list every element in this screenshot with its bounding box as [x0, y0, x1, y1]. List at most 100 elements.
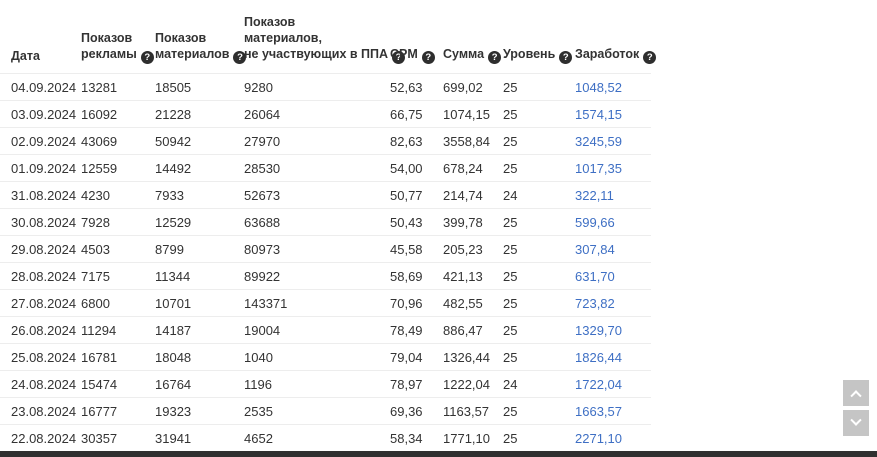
column-header-label: материалов — [155, 47, 230, 61]
cell-non-ppa-impressions: 63688 — [244, 208, 390, 236]
cell-date: 25.08.2024 — [0, 343, 81, 371]
earnings-link[interactable]: 3245,59 — [575, 133, 622, 149]
column-header-label: CPM — [390, 47, 418, 61]
cell-non-ppa-impressions: 27970 — [244, 127, 390, 155]
help-icon[interactable]: ? — [392, 51, 406, 64]
cell-level: 25 — [503, 127, 575, 155]
earnings-link[interactable]: 322,11 — [575, 187, 614, 203]
cell-cpm: 50,43 — [390, 208, 443, 236]
cell-ad-impressions: 12559 — [81, 154, 155, 182]
cell-ad-impressions: 16777 — [81, 397, 155, 425]
table-row: 22.08.2024 30357 31941 4652 58,34 1771,10 25 22… — [0, 424, 651, 452]
cell-non-ppa-impressions: 28530 — [244, 154, 390, 182]
earnings-link[interactable]: 307,84 — [575, 241, 615, 257]
help-icon[interactable]: ? — [140, 51, 154, 64]
cell-sum: 886,47 — [443, 316, 503, 344]
table-row: 01.09.2024 12559 14492 28530 54,00 678,24 25 10… — [0, 154, 651, 182]
column-header-label: Показов — [244, 15, 296, 29]
column-header-label: Показов — [81, 31, 133, 45]
cell-date: 30.08.2024 — [0, 208, 81, 236]
cell-date: 23.08.2024 — [0, 397, 81, 425]
table-body: 04.09.2024 13281 18505 9280 52,63 699,02 25 104… — [0, 73, 651, 452]
cell-date: 01.09.2024 — [0, 154, 81, 182]
cell-ad-impressions: 16092 — [81, 100, 155, 128]
table-row: 26.08.2024 11294 14187 19004 78,49 886,47 25 13… — [0, 316, 651, 344]
cell-date: 26.08.2024 — [0, 316, 81, 344]
help-icon[interactable]: ? — [488, 51, 502, 64]
earnings-link[interactable]: 1017,35 — [575, 160, 622, 176]
cell-sum: 399,78 — [443, 208, 503, 236]
cell-material-impressions: 19323 — [155, 397, 244, 425]
cell-material-impressions: 14187 — [155, 316, 244, 344]
earnings-link[interactable]: 723,82 — [575, 295, 615, 311]
earnings-link[interactable]: 1826,44 — [575, 349, 622, 365]
column-header-label: Сумма — [443, 47, 485, 61]
help-icon[interactable]: ? — [643, 51, 657, 64]
cell-level: 25 — [503, 289, 575, 317]
column-header-label: рекламы — [81, 47, 137, 61]
earnings-link[interactable]: 1722,04 — [575, 376, 622, 392]
earnings-link[interactable]: 1048,52 — [575, 79, 622, 95]
cell-non-ppa-impressions: 9280 — [244, 73, 390, 101]
cell-material-impressions: 7933 — [155, 181, 244, 209]
cell-level: 25 — [503, 208, 575, 236]
cell-sum: 1771,10 — [443, 424, 503, 452]
table-header: Дата Показов рекламы? Показов материалов? Пок… — [0, 0, 657, 74]
cell-cpm: 82,63 — [390, 127, 443, 155]
earnings-link[interactable]: 1574,15 — [575, 106, 622, 122]
column-header-earnings: Заработок? — [575, 0, 657, 74]
column-header-label: Заработок — [575, 47, 640, 61]
table-row: 27.08.2024 6800 10701 143371 70,96 482,55 25 72… — [0, 289, 651, 317]
cell-non-ppa-impressions: 26064 — [244, 100, 390, 128]
cell-ad-impressions: 7175 — [81, 262, 155, 290]
earnings-link[interactable]: 2271,10 — [575, 430, 622, 446]
column-header-label: не участвующих в ППА — [244, 47, 389, 61]
earnings-link[interactable]: 599,66 — [575, 214, 615, 230]
cell-cpm: 52,63 — [390, 73, 443, 101]
earnings-link[interactable]: 1329,70 — [575, 322, 622, 338]
cell-material-impressions: 12529 — [155, 208, 244, 236]
cell-material-impressions: 11344 — [155, 262, 244, 290]
cell-earnings: 1048,52 — [575, 73, 651, 101]
help-icon[interactable]: ? — [421, 51, 435, 64]
cell-earnings: 322,11 — [575, 181, 651, 209]
table-row: 29.08.2024 4503 8799 80973 45,58 205,23 25 307,… — [0, 235, 651, 263]
table-header-row: Дата Показов рекламы? Показов материалов? Пок… — [0, 0, 657, 74]
cell-ad-impressions: 11294 — [81, 316, 155, 344]
cell-material-impressions: 16764 — [155, 370, 244, 398]
cell-date: 03.09.2024 — [0, 100, 81, 128]
cell-ad-impressions: 7928 — [81, 208, 155, 236]
cell-ad-impressions: 15474 — [81, 370, 155, 398]
earnings-link[interactable]: 1663,57 — [575, 403, 622, 419]
cell-cpm: 78,97 — [390, 370, 443, 398]
cell-earnings: 1663,57 — [575, 397, 651, 425]
help-icon[interactable]: ? — [559, 51, 573, 64]
cell-earnings: 631,70 — [575, 262, 651, 290]
cell-level: 25 — [503, 343, 575, 371]
cell-ad-impressions: 16781 — [81, 343, 155, 371]
cell-level: 25 — [503, 397, 575, 425]
cell-level: 25 — [503, 235, 575, 263]
cell-date: 31.08.2024 — [0, 181, 81, 209]
cell-level: 24 — [503, 181, 575, 209]
cell-cpm: 66,75 — [390, 100, 443, 128]
column-header-label: Дата — [11, 49, 40, 63]
earnings-link[interactable]: 631,70 — [575, 268, 615, 284]
cell-date: 22.08.2024 — [0, 424, 81, 452]
cell-ad-impressions: 6800 — [81, 289, 155, 317]
cell-level: 25 — [503, 100, 575, 128]
cell-cpm: 79,04 — [390, 343, 443, 371]
scroll-up-button[interactable] — [843, 380, 869, 406]
cell-level: 25 — [503, 73, 575, 101]
cell-date: 27.08.2024 — [0, 289, 81, 317]
cell-sum: 1222,04 — [443, 370, 503, 398]
cell-sum: 214,74 — [443, 181, 503, 209]
cell-cpm: 58,69 — [390, 262, 443, 290]
cell-date: 02.09.2024 — [0, 127, 81, 155]
cell-material-impressions: 14492 — [155, 154, 244, 182]
cell-earnings: 1329,70 — [575, 316, 651, 344]
help-icon[interactable]: ? — [233, 51, 247, 64]
scroll-down-button[interactable] — [843, 410, 869, 436]
cell-non-ppa-impressions: 52673 — [244, 181, 390, 209]
